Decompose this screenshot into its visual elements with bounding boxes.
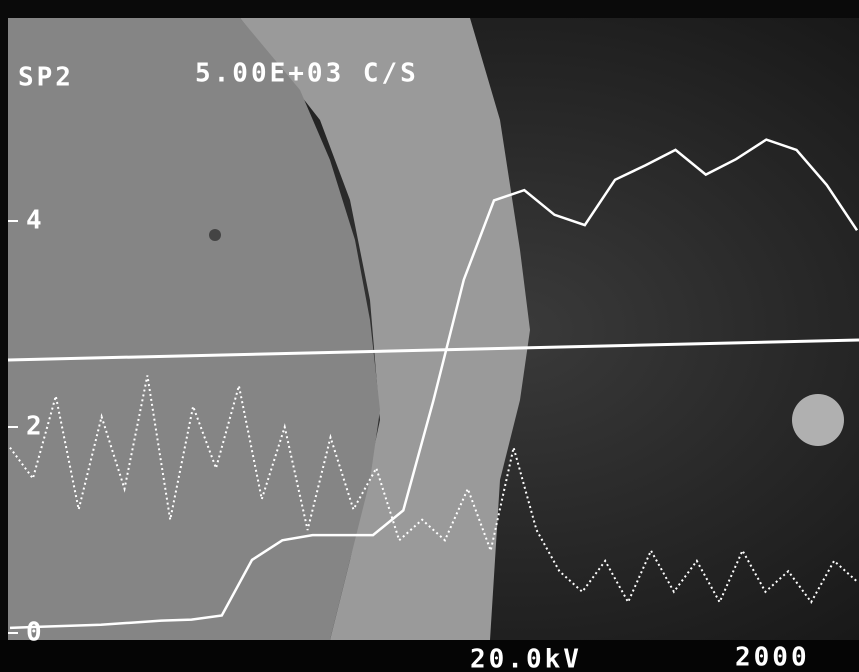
voltage: 20.0kV bbox=[470, 645, 582, 672]
header: SP2 bbox=[18, 63, 74, 93]
scale-label: 5.00E+03 C/S bbox=[195, 59, 419, 89]
y-tick-label: 2 bbox=[26, 412, 45, 442]
pore bbox=[209, 229, 221, 241]
y-tick-label: 0 bbox=[26, 618, 45, 648]
magnification: 2000 bbox=[735, 643, 810, 672]
y-tick-label: 4 bbox=[26, 206, 45, 236]
micrograph: SP2 5.00E+03 C/S 20.0kV 2000 0 2 4 bbox=[0, 0, 859, 672]
particle bbox=[792, 394, 844, 446]
info-bar bbox=[0, 640, 859, 672]
